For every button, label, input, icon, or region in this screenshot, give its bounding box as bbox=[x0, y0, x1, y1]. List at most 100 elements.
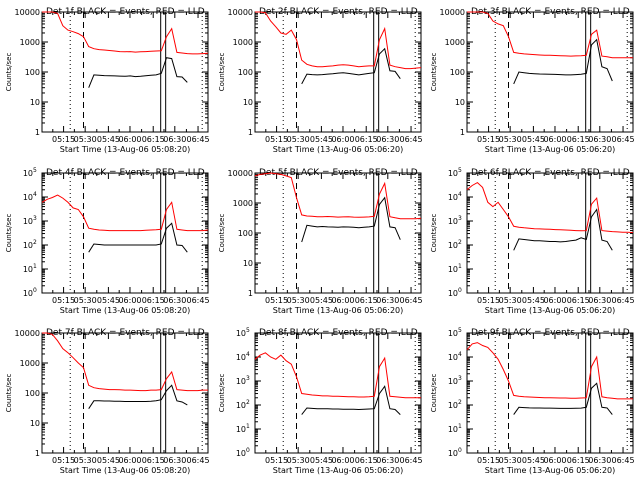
x-tick-label: 06:30 bbox=[376, 456, 399, 465]
series-events-line bbox=[88, 222, 188, 253]
series-lld-line bbox=[41, 194, 209, 232]
y-tick-exponent: 4 bbox=[33, 191, 37, 198]
y-axis-label: Counts/sec bbox=[218, 53, 226, 92]
x-tick-label: 06:45 bbox=[400, 135, 423, 144]
y-tick-exponent: 1 bbox=[246, 423, 250, 430]
y-tick-label: 100 bbox=[238, 229, 253, 238]
y-tick-exponent: 4 bbox=[458, 191, 462, 198]
x-tick-label: 06:15 bbox=[142, 456, 165, 465]
y-tick-exponent: 5 bbox=[458, 167, 462, 174]
y-tick-label: 10 bbox=[236, 401, 246, 410]
y-tick-label: 10 bbox=[236, 353, 246, 362]
y-tick-label: 1 bbox=[35, 449, 40, 458]
y-tick-label: 10 bbox=[448, 289, 458, 298]
x-axis-label: Start Time (13-Aug-06 05:06:20) bbox=[273, 145, 404, 154]
x-tick-label: 06:45 bbox=[187, 135, 210, 144]
y-tick-label: 10 bbox=[23, 265, 33, 274]
x-tick-label: 05:45 bbox=[310, 296, 333, 305]
x-tick-label: 05:30 bbox=[74, 296, 97, 305]
plot-frame bbox=[254, 172, 422, 294]
y-tick-label: 10 bbox=[448, 425, 458, 434]
x-tick-label: 05:45 bbox=[97, 135, 120, 144]
y-tick-label: 1 bbox=[460, 128, 465, 137]
x-tick-label: 06:00 bbox=[543, 296, 566, 305]
x-axis-label: Start Time (13-Aug-06 05:06:20) bbox=[485, 306, 616, 315]
x-tick-label: 06:30 bbox=[163, 456, 186, 465]
x-tick-label: 05:15 bbox=[265, 456, 288, 465]
y-tick-label: 10 bbox=[236, 425, 246, 434]
y-tick-exponent: 0 bbox=[246, 447, 250, 454]
y-tick-label: 10 bbox=[448, 169, 458, 178]
y-tick-label: 10 bbox=[30, 419, 40, 428]
series-events-line bbox=[301, 385, 401, 415]
series-lld-line bbox=[255, 11, 422, 70]
x-tick-label: 06:15 bbox=[567, 456, 590, 465]
y-tick-label: 10 bbox=[448, 401, 458, 410]
y-tick-exponent: 0 bbox=[458, 287, 462, 294]
series-lld-line bbox=[254, 352, 421, 399]
y-tick-exponent: 0 bbox=[33, 287, 37, 294]
x-axis-label: Start Time (13-Aug-06 05:08:20) bbox=[60, 466, 191, 475]
y-tick-label: 100 bbox=[25, 389, 40, 398]
x-tick-label: 05:15 bbox=[52, 296, 75, 305]
series-lld-line bbox=[42, 332, 208, 392]
y-tick-exponent: 1 bbox=[458, 423, 462, 430]
x-tick-label: 06:45 bbox=[187, 296, 210, 305]
y-tick-label: 10 bbox=[236, 329, 246, 338]
x-tick-label: 06:15 bbox=[142, 296, 165, 305]
y-tick-label: 10 bbox=[448, 377, 458, 386]
x-tick-label: 06:00 bbox=[331, 456, 354, 465]
y-tick-label: 100 bbox=[238, 68, 253, 77]
x-tick-label: 06:00 bbox=[331, 135, 354, 144]
y-tick-label: 10 bbox=[448, 193, 458, 202]
x-tick-label: 06:30 bbox=[588, 456, 611, 465]
x-axis-label: Start Time (13-Aug-06 05:06:20) bbox=[273, 306, 404, 315]
y-tick-exponent: 3 bbox=[458, 215, 462, 222]
y-tick-label: 10000 bbox=[15, 329, 40, 338]
y-tick-exponent: 3 bbox=[458, 375, 462, 382]
panel-det-2: Det 2f BLACK = Events, RED = LLD11010010… bbox=[218, 7, 423, 154]
x-tick-label: 05:15 bbox=[477, 135, 500, 144]
y-tick-label: 1 bbox=[248, 289, 253, 298]
x-tick-label: 05:45 bbox=[522, 456, 545, 465]
x-tick-label: 05:30 bbox=[287, 135, 310, 144]
x-tick-label: 06:30 bbox=[163, 135, 186, 144]
y-tick-exponent: 2 bbox=[458, 239, 462, 246]
plot-frame bbox=[254, 332, 422, 454]
series-events-line bbox=[513, 208, 613, 251]
y-tick-label: 10 bbox=[448, 265, 458, 274]
series-events-line bbox=[88, 57, 188, 88]
y-tick-label: 1 bbox=[248, 128, 253, 137]
series-events-line bbox=[88, 384, 188, 409]
series-events-line bbox=[301, 47, 401, 85]
x-tick-label: 06:30 bbox=[588, 296, 611, 305]
x-tick-label: 05:45 bbox=[522, 135, 545, 144]
y-tick-label: 100 bbox=[450, 68, 465, 77]
x-tick-label: 05:45 bbox=[97, 296, 120, 305]
x-tick-label: 06:45 bbox=[612, 296, 635, 305]
y-tick-label: 10000 bbox=[440, 8, 465, 17]
x-tick-label: 06:30 bbox=[376, 296, 399, 305]
y-tick-exponent: 0 bbox=[458, 447, 462, 454]
x-axis-label: Start Time (13-Aug-06 05:06:20) bbox=[485, 466, 616, 475]
y-tick-label: 10 bbox=[448, 353, 458, 362]
x-tick-label: 06:00 bbox=[543, 456, 566, 465]
series-events-line bbox=[513, 38, 613, 85]
x-tick-label: 05:45 bbox=[310, 456, 333, 465]
x-tick-label: 06:00 bbox=[118, 296, 141, 305]
x-tick-label: 06:00 bbox=[331, 296, 354, 305]
plot-frame bbox=[466, 332, 634, 454]
x-tick-label: 05:15 bbox=[52, 456, 75, 465]
x-tick-label: 06:30 bbox=[588, 135, 611, 144]
x-tick-label: 06:45 bbox=[612, 456, 635, 465]
y-tick-label: 10 bbox=[448, 241, 458, 250]
x-tick-label: 06:00 bbox=[118, 135, 141, 144]
y-tick-label: 10 bbox=[236, 449, 246, 458]
y-tick-label: 10 bbox=[23, 241, 33, 250]
y-axis-label: Counts/sec bbox=[5, 374, 13, 413]
x-tick-label: 06:15 bbox=[567, 135, 590, 144]
series-events-line bbox=[513, 382, 613, 415]
x-tick-label: 05:15 bbox=[477, 456, 500, 465]
